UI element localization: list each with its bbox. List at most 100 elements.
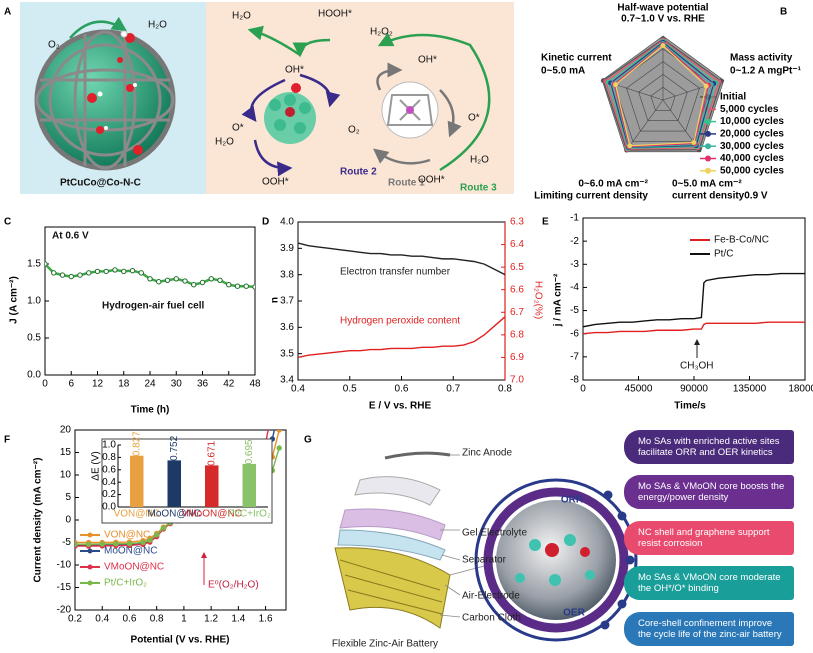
legend-marker — [705, 155, 711, 162]
data-point — [147, 276, 153, 282]
annotation: Hydrogen-air fuel cell — [102, 301, 204, 312]
y-tick-label: -2 — [570, 236, 579, 247]
legend-marker — [87, 532, 93, 538]
legend-label: Initial — [720, 92, 746, 103]
radar-axis-title: Half-wave potential — [617, 3, 708, 14]
inset-category-label: VON@NC — [114, 509, 160, 520]
x-tick-label: 1.2 — [204, 614, 218, 625]
data-point — [243, 283, 249, 289]
radar-point — [660, 43, 666, 49]
y-tick-label: 3.5 — [280, 348, 294, 359]
panel-g-label: OER — [563, 608, 585, 619]
data-point — [173, 276, 179, 282]
y-tick-label: -4 — [570, 282, 579, 293]
radar-series — [609, 41, 715, 149]
legend-marker — [705, 143, 711, 150]
y-axis-title: j / mA cm⁻² — [553, 273, 564, 327]
panel-a-text: OOH* — [418, 175, 445, 186]
data-point — [140, 539, 146, 546]
panel-g-art — [334, 451, 638, 642]
radar-point — [703, 83, 709, 89]
y2-tick-label: 6.9 — [510, 352, 524, 363]
panel-a-text: H₂O — [148, 20, 167, 31]
legend-label: 40,000 cycles — [720, 153, 784, 164]
radar-series — [605, 39, 720, 150]
data-point — [126, 540, 133, 547]
data-point — [182, 278, 188, 284]
data-point — [85, 541, 92, 547]
x-tick-label: 0.8 — [498, 384, 512, 395]
panel-a-text: OH* — [418, 55, 437, 66]
legend-label: VON@NC — [104, 530, 150, 541]
inset-category-label: Pt/C+IrO₂ — [228, 509, 271, 520]
panel-a-text: O₂ — [48, 40, 60, 51]
y-tick-label: -15 — [57, 582, 72, 593]
legend-label: 50,000 cycles — [720, 165, 784, 176]
y-tick-label: 1.5 — [27, 259, 41, 270]
panel-a-text: Route 1 — [388, 178, 425, 189]
panel-g-label: Gel Electrolyte — [462, 528, 527, 539]
data-point — [191, 282, 197, 288]
radar-point — [691, 139, 697, 145]
feature-box: NC shell and graphene support resist cor… — [624, 521, 794, 555]
legend-label: Fe-B-Co/NC — [714, 235, 769, 246]
panel-g-label: ORR — [561, 495, 584, 506]
x-tick-label: 0.5 — [343, 384, 357, 395]
data-line — [583, 272, 805, 328]
x-axis-title: Time/s — [674, 401, 706, 412]
x-axis-title: E / V vs. RHE — [369, 401, 432, 412]
y-tick-label: -20 — [57, 605, 72, 616]
inset-y-title: ΔE (V) — [91, 451, 102, 480]
x-tick-label: 12 — [92, 379, 104, 390]
panel-a-text: H₂O — [232, 11, 251, 22]
panel-label: E — [542, 217, 549, 228]
radar-series — [612, 42, 712, 148]
y2-tick-label: 6.6 — [510, 284, 524, 295]
y2-tick-label: 7.0 — [510, 375, 524, 386]
data-point — [138, 270, 144, 276]
x-tick-label: 1 — [181, 614, 187, 625]
data-point — [164, 277, 171, 283]
data-point — [99, 541, 105, 547]
radar-grid — [638, 74, 688, 122]
legend-marker — [705, 167, 711, 174]
x-tick-label: 42 — [223, 379, 235, 390]
x-tick-label: 1.6 — [259, 614, 273, 625]
data-line — [583, 321, 805, 335]
legend-marker — [705, 118, 711, 125]
radar-axis-range: 0.7~1.0 V vs. RHE — [621, 14, 705, 25]
inset-category-label: MoON@NC — [148, 509, 202, 520]
y-tick-label: 3.8 — [280, 269, 294, 280]
panel-a-text: H₂O — [215, 137, 234, 148]
y-tick-label: -5 — [570, 305, 579, 316]
y2-tick-label: 6.5 — [510, 262, 524, 273]
x-tick-label: 135000 — [733, 384, 767, 395]
y-tick-label: 1.0 — [27, 296, 41, 307]
inset-value-label: 0.671 — [206, 440, 217, 465]
data-point — [277, 405, 281, 409]
panel-a-text: O* — [468, 113, 480, 124]
y2-tick-label: 6.7 — [510, 307, 524, 318]
data-point — [103, 268, 109, 275]
radar-axis-range: 0~6.0 mA cm⁻² — [578, 179, 648, 190]
x-tick-label: 0.8 — [150, 614, 164, 625]
y-tick-label: 0.0 — [27, 370, 41, 381]
radar-grid — [626, 61, 700, 132]
data-point — [51, 270, 57, 276]
y-tick-label: 3.9 — [280, 243, 294, 254]
plot-frame — [297, 221, 506, 381]
data-point — [226, 282, 232, 288]
y-tick-label: 3.4 — [280, 375, 294, 386]
data-point — [234, 283, 241, 289]
inset-bar — [205, 465, 219, 507]
plot-frame — [582, 217, 806, 381]
data-point — [112, 267, 118, 273]
plot-frame — [74, 429, 287, 611]
x-axis-title: Potential (V vs. RHE) — [131, 635, 230, 646]
x-axis-title: Time (h) — [131, 405, 170, 416]
y-tick-label: 3.7 — [280, 296, 294, 307]
y-axis-title: Current density (mA cm⁻²) — [33, 458, 44, 583]
radar-axis-title: Kinetic current — [541, 53, 612, 64]
